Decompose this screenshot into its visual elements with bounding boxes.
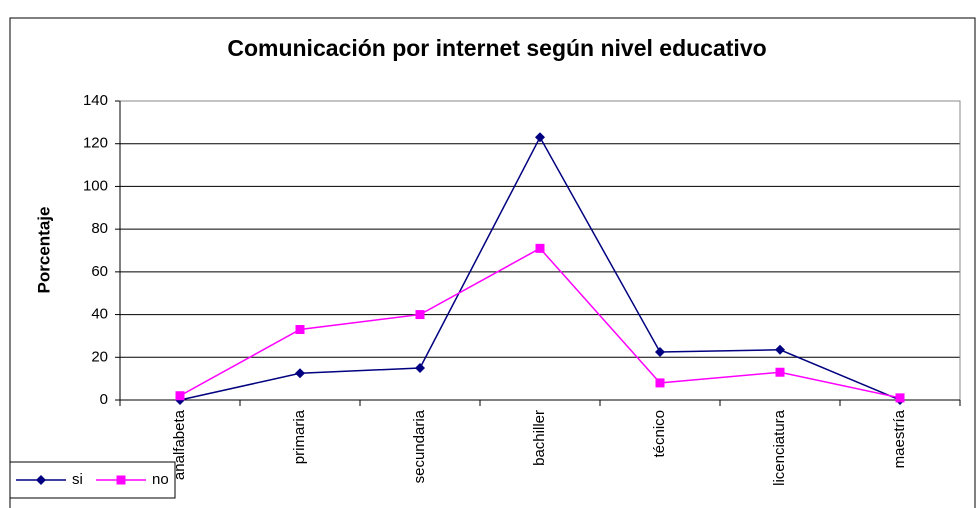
y-tick-label: 20 <box>91 348 108 365</box>
marker <box>535 132 545 143</box>
y-tick-label: 0 <box>100 391 108 408</box>
y-tick-label: 100 <box>83 177 108 194</box>
legend-label: si <box>72 471 83 488</box>
x-tick-label: secundaria <box>411 409 428 483</box>
y-tick-label: 40 <box>91 306 108 323</box>
marker <box>535 243 545 253</box>
x-tick-label: bachiller <box>531 410 548 466</box>
marker <box>116 475 126 485</box>
marker <box>655 346 665 357</box>
legend-label: no <box>152 471 169 488</box>
x-tick-label: técnico <box>651 410 668 458</box>
marker <box>775 344 785 355</box>
marker <box>175 391 185 401</box>
marker <box>415 362 425 373</box>
marker <box>36 475 46 485</box>
y-tick-label: 80 <box>91 220 108 237</box>
y-tick-label: 120 <box>83 135 108 152</box>
chart-title: Comunicación por internet según nivel ed… <box>227 35 766 61</box>
marker <box>895 393 905 403</box>
marker <box>655 378 665 388</box>
x-tick-label: maestría <box>891 409 908 468</box>
y-axis-label: Porcentaje <box>34 207 53 294</box>
x-tick-label: primaria <box>291 409 308 464</box>
legend: si no <box>10 461 176 499</box>
marker <box>295 368 305 379</box>
marker <box>295 325 305 335</box>
x-tick-label: licenciatura <box>771 409 788 486</box>
chart-frame <box>9 17 976 508</box>
marker <box>775 367 785 377</box>
marker <box>415 310 425 320</box>
y-tick-label: 140 <box>83 92 108 109</box>
y-tick-label: 60 <box>91 263 108 280</box>
legend-box <box>10 461 176 499</box>
